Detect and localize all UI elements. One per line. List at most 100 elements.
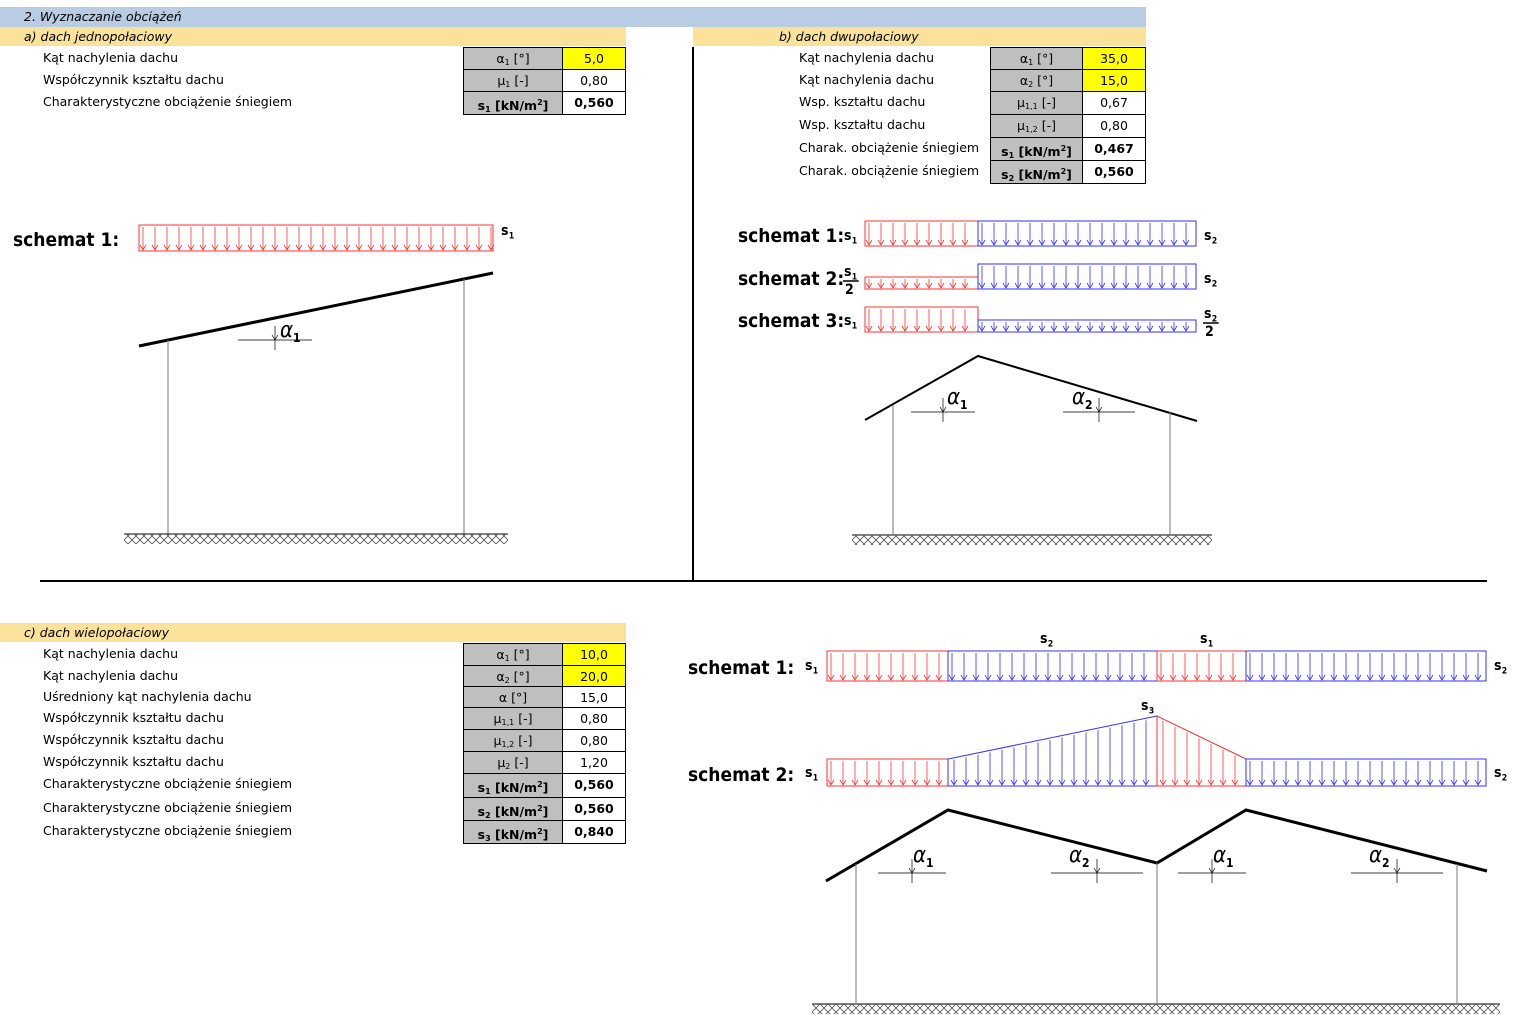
scheme-a-1-s1-sub: 1 bbox=[509, 232, 514, 242]
scheme-b-3-load-left-arrowhead bbox=[877, 325, 885, 332]
scheme-b-2-load-left-arrowhead bbox=[877, 282, 885, 289]
section_c-value-3: 0,80 bbox=[562, 707, 626, 730]
scheme-b-1-load-right-arrowhead bbox=[1014, 239, 1022, 246]
scheme-c-2-load-4-arrowhead bbox=[1414, 779, 1422, 786]
scheme-b-3-load-left-arrowhead bbox=[889, 325, 897, 332]
scheme-a-1-load bbox=[138, 224, 494, 252]
section_a-symbol-0: α1 [°] bbox=[463, 47, 563, 70]
scheme-a-1-load-arrowhead bbox=[463, 244, 471, 251]
alpha-c-1: α bbox=[913, 843, 926, 868]
scheme-a-1-load-arrowhead bbox=[487, 244, 495, 251]
scheme-c-1-s2-top: s bbox=[1040, 631, 1048, 647]
section_b-symbol-0: α1 [°] bbox=[990, 47, 1083, 70]
scheme-c-1-s1-top-sub: 1 bbox=[1208, 640, 1213, 650]
scheme-b-1-load-right-arrowhead bbox=[1146, 239, 1154, 246]
section_b-value-1[interactable]: 15,0 bbox=[1082, 69, 1146, 92]
roof-b bbox=[864, 354, 1198, 422]
section_c-symbol-4: μ1,2 [-] bbox=[463, 729, 563, 752]
section_b-value-4: 0,467 bbox=[1082, 137, 1146, 161]
scheme-c-1-load-2-arrowhead bbox=[1056, 674, 1064, 681]
scheme-a-1-load-arrowhead bbox=[139, 244, 147, 251]
scheme-c-1-load-1-arrowhead bbox=[827, 674, 835, 681]
scheme-c-1-load-3-arrowhead bbox=[1229, 674, 1237, 681]
alpha-b-2-sub: 2 bbox=[1085, 398, 1093, 412]
section-a-title: a) dach jednopołaciowy bbox=[0, 27, 626, 46]
section_b-value-0[interactable]: 35,0 bbox=[1082, 47, 1146, 70]
scheme-b-2-load-right-arrowhead bbox=[1146, 282, 1154, 289]
scheme-c-1-load-2-arrowhead bbox=[1092, 674, 1100, 681]
alpha-a-1: α bbox=[280, 318, 293, 343]
scheme-c-2-load-4-arrowhead bbox=[1426, 779, 1434, 786]
scheme-b-2-load-left-arrowhead bbox=[925, 282, 933, 289]
scheme-b-3-load-right-arrowhead bbox=[1038, 325, 1046, 332]
section_c-value-1[interactable]: 20,0 bbox=[562, 665, 626, 687]
scheme-b-2-load-right-arrowhead bbox=[978, 282, 986, 289]
scheme-c-2-load-1-arrowhead bbox=[887, 779, 895, 786]
scheme-b-3-s2half: s bbox=[1204, 306, 1212, 322]
scheme-c-2-load-3-arrowhead bbox=[1195, 779, 1203, 786]
scheme-c-1-load-1-arrowhead bbox=[851, 674, 859, 681]
scheme-b-3-load-right-arrowhead bbox=[1050, 325, 1058, 332]
scheme-c-1-load-4-arrowhead bbox=[1378, 674, 1386, 681]
scheme-c-2-load-1-arrowhead bbox=[851, 779, 859, 786]
scheme-b-3-s2half-sub: 2 bbox=[1212, 315, 1217, 325]
scheme-b-3-load-right-arrowhead bbox=[1146, 325, 1154, 332]
alpha-c-4: α bbox=[1369, 843, 1382, 868]
scheme-a-1-load-arrowhead bbox=[283, 244, 291, 251]
scheme-c-2-load-4-arrowhead bbox=[1462, 779, 1470, 786]
scheme-b-2-load-left-arrowhead bbox=[949, 282, 957, 289]
scheme-b-1-load-right-arrowhead bbox=[1134, 239, 1142, 246]
scheme-c-1-load-2-arrowhead bbox=[1140, 674, 1148, 681]
scheme-a-1-load-arrowhead bbox=[319, 244, 327, 251]
scheme-c-1-load-1-arrowhead bbox=[863, 674, 871, 681]
section_a-value-0[interactable]: 5,0 bbox=[562, 47, 626, 70]
scheme-b-2-s1half: s bbox=[844, 264, 852, 280]
scheme-b-1-load-right-arrowhead bbox=[1002, 239, 1010, 246]
scheme-c-2-load-3-arrowhead bbox=[1231, 779, 1239, 786]
section_b-symbol-2: μ1,1 [-] bbox=[990, 91, 1083, 115]
scheme-b-1-load-right-arrowhead bbox=[1086, 239, 1094, 246]
section_b-label-1: Kąt nachylenia dachu bbox=[799, 72, 935, 87]
scheme-a-1-load-arrowhead bbox=[163, 244, 171, 251]
section_b-label-3: Wsp. kształtu dachu bbox=[799, 117, 926, 132]
section_c-symbol-2: α [°] bbox=[463, 686, 563, 708]
scheme-b-2-load-right-arrowhead bbox=[1098, 282, 1106, 289]
scheme-c-1-load-4-arrowhead bbox=[1270, 674, 1278, 681]
scheme-c-1-load-1-arrowhead bbox=[887, 674, 895, 681]
scheme-c-1-load-4-arrowhead bbox=[1306, 674, 1314, 681]
scheme-c-2-load-2-arrowhead bbox=[974, 779, 982, 786]
section-b-title: b) dach dwupołaciowy bbox=[693, 27, 1146, 46]
scheme-b-1-load-left-arrowhead bbox=[961, 239, 969, 246]
scheme-c-1-load-2-arrowhead bbox=[996, 674, 1004, 681]
scheme-c-2-s1: s bbox=[805, 765, 813, 781]
scheme-b-2-load-left-arrowhead bbox=[901, 282, 909, 289]
scheme-c-2-load-1-arrowhead bbox=[839, 779, 847, 786]
scheme-c-2-load-3-arrowhead bbox=[1171, 779, 1179, 786]
scheme-c-2-load-2-arrowhead bbox=[1118, 779, 1126, 786]
scheme-a-1-load-arrowhead bbox=[403, 244, 411, 251]
angle-c-2-tick bbox=[1093, 867, 1101, 874]
alpha-b-2: α bbox=[1072, 385, 1085, 410]
scheme-c-2-load-1-arrowhead bbox=[827, 779, 835, 786]
section_c-value-0[interactable]: 10,0 bbox=[562, 643, 626, 666]
scheme-b-1-load-right-arrowhead bbox=[1182, 239, 1190, 246]
scheme-c-2-load-1-arrowhead bbox=[899, 779, 907, 786]
scheme-c-1-load-4-arrowhead bbox=[1330, 674, 1338, 681]
angle-c-4-tick bbox=[1393, 867, 1401, 874]
section_c-symbol-6: s1 [kN/m2] bbox=[463, 773, 563, 798]
scheme-c-1-load-4-arrowhead bbox=[1426, 674, 1434, 681]
scheme-c-1-load-4 bbox=[1245, 650, 1487, 682]
scheme-b-1-load-right-arrowhead bbox=[990, 239, 998, 246]
scheme-b-3-load-right-arrowhead bbox=[1170, 325, 1178, 332]
scheme-b-3-load-right-arrowhead bbox=[990, 325, 998, 332]
scheme-a-1-load-arrowhead bbox=[235, 244, 243, 251]
scheme-c-1-load-2 bbox=[947, 650, 1158, 682]
scheme-b-2-load-right-arrowhead bbox=[1014, 282, 1022, 289]
scheme-c-2-load-1-arrowhead bbox=[875, 779, 883, 786]
section_b-symbol-3: μ1,2 [-] bbox=[990, 114, 1083, 138]
scheme-c-1-s2: s bbox=[1494, 658, 1502, 674]
scheme-b-2-load-left-arrowhead bbox=[961, 282, 969, 289]
scheme-b-2-load-right bbox=[977, 263, 1197, 290]
scheme-b-2-load-right-arrowhead bbox=[1158, 282, 1166, 289]
